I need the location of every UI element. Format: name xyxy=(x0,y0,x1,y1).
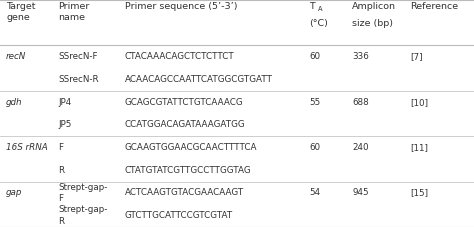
Text: Target
gene: Target gene xyxy=(6,2,36,22)
Text: GTCTTGCATTCCGTCGTAT: GTCTTGCATTCCGTCGTAT xyxy=(125,211,233,220)
Text: 688: 688 xyxy=(352,98,369,107)
Text: ACAACAGCCAATTCATGGCGTGATT: ACAACAGCCAATTCATGGCGTGATT xyxy=(125,75,273,84)
Text: (°C): (°C) xyxy=(310,19,328,28)
Text: recN: recN xyxy=(6,52,27,61)
Text: JP5: JP5 xyxy=(58,120,72,129)
Text: Primer sequence (5’-3’): Primer sequence (5’-3’) xyxy=(125,2,237,11)
Text: CTATGTATCGTTGCCTTGGTAG: CTATGTATCGTTGCCTTGGTAG xyxy=(125,166,251,175)
Text: CCATGGACAGATAAAGATGG: CCATGGACAGATAAAGATGG xyxy=(125,120,245,129)
Text: Amplicon: Amplicon xyxy=(352,2,396,11)
Text: 55: 55 xyxy=(310,98,321,107)
Text: size (bp): size (bp) xyxy=(352,19,393,28)
Text: T: T xyxy=(310,2,315,11)
Text: CTACAAACAGCTCTCTTCT: CTACAAACAGCTCTCTTCT xyxy=(125,52,235,61)
Text: [10]: [10] xyxy=(410,98,428,107)
Text: SSrecN-R: SSrecN-R xyxy=(58,75,99,84)
Text: 945: 945 xyxy=(352,188,369,197)
Text: GCAAGTGGAACGCAACTTTTCA: GCAAGTGGAACGCAACTTTTCA xyxy=(125,143,257,152)
Text: [7]: [7] xyxy=(410,52,423,61)
Text: 60: 60 xyxy=(310,52,320,61)
Text: Primer
name: Primer name xyxy=(58,2,90,22)
Text: gap: gap xyxy=(6,188,23,197)
Text: 54: 54 xyxy=(310,188,320,197)
Text: GCAGCGTATTCTGTCAAACG: GCAGCGTATTCTGTCAAACG xyxy=(125,98,243,107)
Text: 336: 336 xyxy=(352,52,369,61)
Text: SSrecN-F: SSrecN-F xyxy=(58,52,98,61)
Text: Strept-gap-
F: Strept-gap- F xyxy=(58,183,108,203)
Text: [11]: [11] xyxy=(410,143,428,152)
Text: JP4: JP4 xyxy=(58,98,72,107)
Text: [15]: [15] xyxy=(410,188,428,197)
Text: 60: 60 xyxy=(310,143,320,152)
Text: 240: 240 xyxy=(352,143,369,152)
Text: F: F xyxy=(58,143,64,152)
Text: Reference: Reference xyxy=(410,2,459,11)
Text: 16S rRNA: 16S rRNA xyxy=(6,143,48,152)
Text: A: A xyxy=(318,6,322,12)
Text: Strept-gap-
R: Strept-gap- R xyxy=(58,205,108,226)
Text: R: R xyxy=(58,166,64,175)
Text: ACTCAAGTGTACGAACAAGT: ACTCAAGTGTACGAACAAGT xyxy=(125,188,244,197)
Text: gdh: gdh xyxy=(6,98,23,107)
